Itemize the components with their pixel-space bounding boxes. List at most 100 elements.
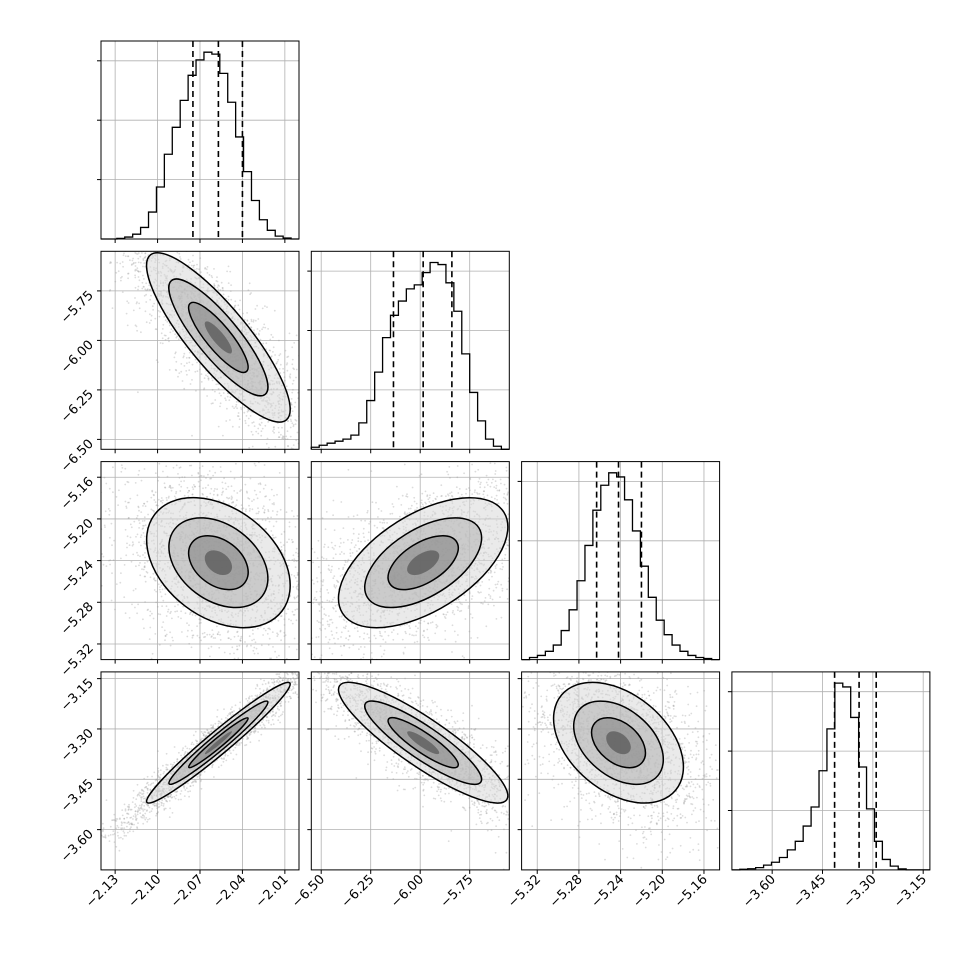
scatter-point [302, 606, 304, 608]
scatter-point [137, 261, 140, 264]
scatter-point [312, 423, 314, 425]
scatter-point [336, 580, 339, 583]
scatter-point [411, 634, 414, 636]
scatter-point [334, 586, 337, 589]
scatter-point [327, 546, 330, 549]
scatter-point [295, 376, 297, 379]
scatter-point [172, 639, 174, 642]
scatter-point [123, 243, 125, 245]
scatter-point [173, 356, 176, 359]
scatter-point [155, 328, 158, 331]
scatter-point [253, 646, 256, 649]
scatter-point [153, 494, 155, 497]
y-tick-label: −5.32 [58, 641, 97, 680]
scatter-point [435, 623, 438, 626]
scatter-point [317, 583, 319, 585]
scatter-point [220, 281, 223, 284]
scatter-point [264, 519, 267, 522]
scatter-point [328, 647, 331, 650]
scatter-point [305, 530, 307, 532]
scatter-point [97, 242, 99, 244]
scatter-point [294, 576, 297, 579]
scatter-point [255, 333, 257, 336]
scatter-point [187, 491, 189, 494]
y-tick-label: −5.24 [58, 558, 97, 597]
scatter-point [278, 436, 281, 438]
scatter-point [316, 631, 318, 633]
scatter-point [124, 500, 127, 503]
scatter-point [164, 486, 166, 489]
scatter-point [142, 554, 144, 556]
scatter-point [159, 342, 162, 344]
scatter-point [176, 335, 179, 338]
scatter-point [293, 368, 295, 371]
scatter-point [290, 414, 292, 417]
scatter-point [248, 635, 251, 638]
scatter-point [289, 415, 292, 418]
scatter-point [109, 536, 111, 539]
scatter-point [301, 428, 303, 430]
scatter-point [288, 332, 291, 335]
scatter-point [309, 436, 311, 438]
scatter-point [339, 664, 341, 666]
scatter-point [74, 481, 76, 483]
scatter-point [396, 485, 398, 488]
scatter-point [215, 280, 218, 282]
scatter-point [295, 467, 297, 469]
scatter-point [238, 308, 241, 311]
scatter-point [132, 553, 135, 556]
scatter-point [223, 477, 226, 480]
scatter-point [225, 488, 228, 490]
scatter-point [302, 604, 304, 606]
scatter-point [183, 476, 186, 479]
scatter-point [191, 486, 194, 489]
scatter-point [253, 329, 255, 332]
scatter-point [117, 244, 119, 246]
scatter-point [150, 314, 153, 317]
scatter-point [143, 278, 145, 280]
scatter-point [181, 249, 183, 251]
scatter-point [290, 573, 293, 576]
scatter-point [295, 368, 298, 371]
scatter-point [127, 255, 130, 258]
scatter-point [95, 177, 97, 179]
scatter-point [342, 626, 345, 629]
scatter-point [340, 432, 342, 434]
scatter-point [278, 354, 281, 357]
scatter-point [287, 355, 290, 358]
scatter-point [222, 500, 225, 503]
y-tick-label: −5.16 [58, 474, 97, 513]
scatter-point [283, 379, 286, 382]
scatter-point [291, 510, 293, 512]
scatter-point [138, 220, 140, 222]
scatter-point [127, 517, 130, 519]
scatter-point [132, 309, 135, 312]
scatter-point [471, 463, 473, 466]
scatter-point [264, 484, 267, 487]
scatter-point [217, 288, 220, 291]
scatter-point [266, 458, 268, 460]
scatter-point [138, 469, 141, 472]
scatter-point [522, 529, 524, 531]
scatter-point [324, 459, 326, 461]
scatter-point [136, 329, 139, 332]
scatter-point [110, 218, 112, 220]
scatter-point [198, 475, 201, 478]
scatter-point [152, 572, 155, 575]
scatter-point [225, 399, 227, 402]
scatter-point [151, 489, 154, 492]
scatter-point [285, 511, 288, 514]
scatter-point [182, 356, 185, 359]
scatter-point [264, 629, 267, 632]
scatter-point [292, 586, 295, 588]
scatter-point [165, 633, 168, 636]
scatter-point [550, 531, 552, 533]
scatter-point [270, 530, 273, 532]
scatter-point [325, 538, 327, 540]
scatter-point [554, 447, 556, 449]
scatter-point [429, 622, 432, 624]
scatter-point [227, 299, 230, 301]
scatter-point [137, 270, 140, 273]
scatter-point [288, 559, 290, 561]
scatter-point [104, 222, 106, 224]
